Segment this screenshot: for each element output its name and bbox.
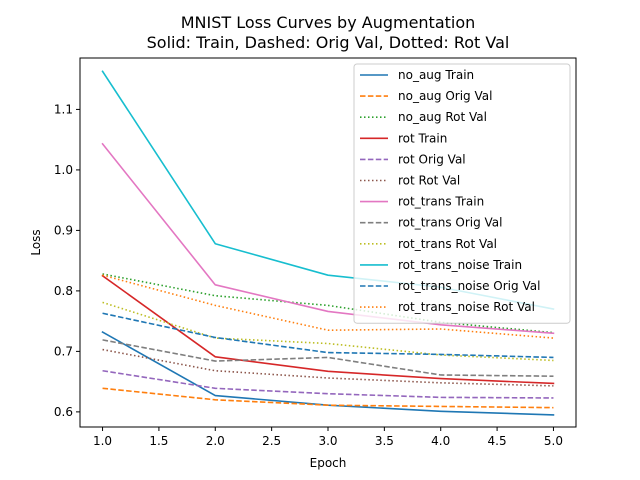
legend-entry-3: no_aug Rot Val — [398, 110, 487, 124]
y-tick-label: 1.0 — [54, 163, 73, 177]
legend-box — [353, 63, 571, 324]
series-line-2 — [102, 387, 554, 409]
x-tick-label: 2.0 — [206, 434, 225, 448]
x-axis-ticks: 1.0 1.5 2.0 2.5 3.0 3.5 4.0 4.5 5.0 — [93, 427, 563, 448]
series-line-1 — [101, 330, 555, 416]
legend-entry-12: rot_trans_noise Rot Val — [398, 300, 535, 314]
series-line-11 — [102, 312, 554, 359]
x-tick-label: 4.5 — [488, 434, 507, 448]
x-tick-label: 3.5 — [375, 434, 394, 448]
x-tick-label: 1.0 — [93, 434, 112, 448]
legend-entry-10: rot_trans_noise Train — [398, 258, 522, 272]
series-line-12 — [102, 274, 554, 339]
series-line-6 — [102, 348, 554, 387]
x-tick-label: 5.0 — [544, 434, 563, 448]
y-tick-label: 0.8 — [54, 284, 73, 298]
legend-entry-8: rot_trans Orig Val — [398, 216, 503, 230]
chart-subtitle: Solid: Train, Dashed: Orig Val, Dotted: … — [147, 33, 510, 52]
y-tick-label: 0.6 — [54, 405, 73, 419]
legend-entry-5: rot Orig Val — [398, 152, 466, 166]
series-line-8 — [102, 339, 554, 377]
legend: no_aug Train no_aug Orig Val no_aug Rot Va… — [353, 63, 571, 324]
x-tick-label: 4.0 — [431, 434, 450, 448]
legend-entry-7: rot_trans Train — [398, 195, 484, 209]
x-tick-label: 2.5 — [262, 434, 281, 448]
y-tick-label: 0.9 — [54, 223, 73, 237]
legend-entry-6: rot Rot Val — [398, 174, 460, 188]
x-tick-label: 3.0 — [318, 434, 337, 448]
series-line-4 — [101, 274, 555, 385]
legend-entry-1: no_aug Train — [398, 68, 474, 82]
y-tick-label: 0.7 — [54, 344, 73, 358]
series-line-3 — [102, 273, 554, 334]
legend-entry-2: no_aug Orig Val — [398, 89, 492, 103]
y-tick-label: 1.1 — [54, 102, 73, 116]
series-line-7 — [101, 142, 555, 335]
series-line-5 — [102, 369, 554, 399]
y-axis-ticks: 0.6 0.7 0.8 0.9 1.0 1.1 — [54, 102, 80, 419]
chart-title: MNIST Loss Curves by Augmentation — [181, 13, 476, 32]
x-axis-label: Epoch — [310, 456, 347, 470]
y-axis-label: Loss — [29, 229, 43, 255]
legend-entry-9: rot_trans Rot Val — [398, 237, 497, 251]
legend-entry-11: rot_trans_noise Orig Val — [398, 279, 540, 293]
x-tick-label: 1.5 — [149, 434, 168, 448]
legend-entry-4: rot Train — [398, 131, 447, 145]
